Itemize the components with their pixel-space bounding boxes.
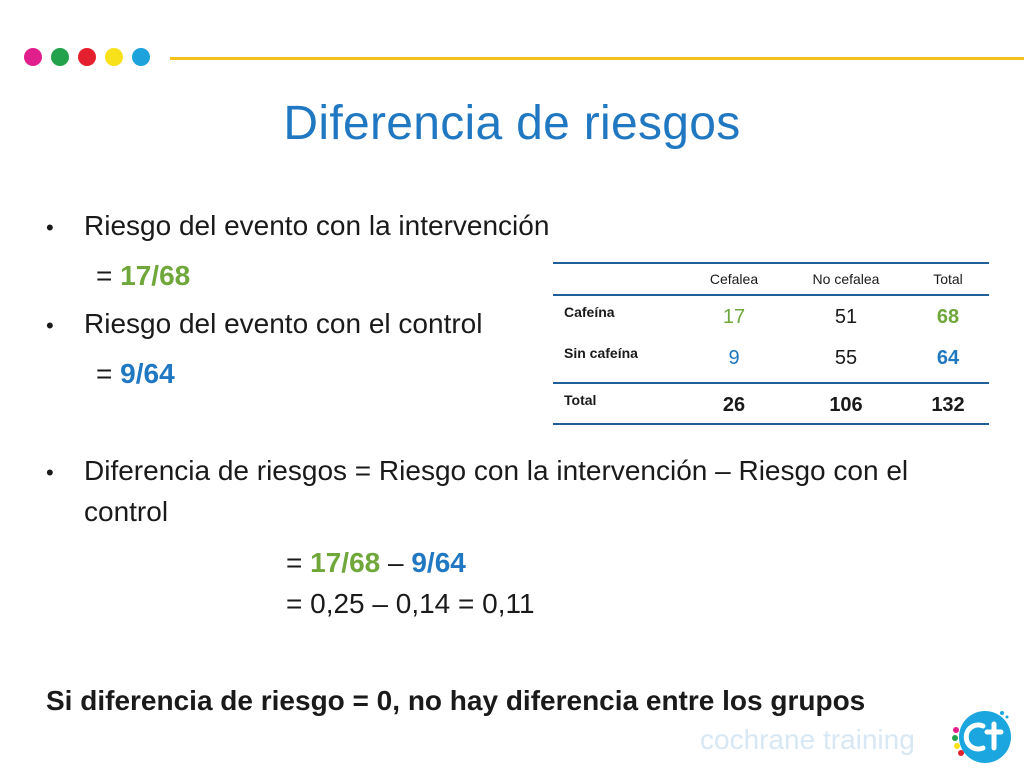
table-row-label-cafeina: Cafeína [564, 304, 615, 320]
dot-magenta [24, 48, 42, 66]
dot-yellow [105, 48, 123, 66]
table-header-cefalea: Cefalea [709, 271, 759, 287]
table-cell-cafeina-cefalea: 17 [722, 306, 746, 328]
table-row-label-sin-cafeina: Sin cafeína [564, 345, 638, 361]
cochrane-training-logo-icon [952, 711, 1011, 763]
table-cell-total-total: 132 [931, 394, 965, 416]
bullet-3-line-2: control [84, 496, 169, 527]
table-cell-cafeina-no-cefalea: 51 [834, 306, 858, 328]
conclusion-text: Si diferencia de riesgo = 0, no hay dife… [46, 685, 866, 716]
bullet-marker: • [46, 460, 54, 485]
table-cell-sin-cafeina-total: 64 [936, 347, 960, 369]
bullet-1-value: = 17/68 [96, 259, 190, 293]
table-cell-sin-cafeina-no-cefalea: 55 [834, 347, 858, 369]
footer-brand-text: cochrane training [700, 724, 915, 755]
table-cell-total-cefalea: 26 [722, 394, 746, 416]
bullet-2-text: Riesgo del evento con el control [84, 308, 483, 339]
bullet-1-value-number: 17/68 [120, 260, 191, 291]
table-top-rule [553, 262, 989, 264]
table-cell-total-no-cefalea: 106 [829, 394, 863, 416]
bullet-2-value-number: 9/64 [120, 358, 175, 389]
table-cell-sin-cafeina-cefalea: 9 [728, 347, 740, 369]
dot-red [78, 48, 96, 66]
table-total-rule [553, 382, 989, 384]
calc-1-prefix: = [286, 547, 311, 578]
calc-1-control: 9/64 [411, 547, 466, 578]
dot-green [51, 48, 69, 66]
bullet-3-line-1: Diferencia de riesgos = Riesgo con la in… [84, 455, 909, 486]
slide-title: Diferencia de riesgos [283, 97, 741, 150]
bullet-2-value: = 9/64 [96, 357, 175, 391]
bullet-marker: • [46, 215, 54, 240]
header-line [170, 57, 1024, 60]
dot-cyan [132, 48, 150, 66]
calculation-line-1: = 17/68 – 9/64 [286, 546, 466, 580]
calc-1-intervention: 17/68 [310, 547, 381, 578]
table-bottom-rule [553, 423, 989, 425]
table-header-rule [553, 294, 989, 296]
bullet-1-value-prefix: = [96, 260, 121, 291]
table-row-label-total: Total [564, 392, 597, 408]
table-header-total: Total [933, 271, 963, 287]
bullet-2-value-prefix: = [96, 358, 121, 389]
calculation-line-2: = 0,25 – 0,14 = 0,11 [286, 588, 535, 619]
bullet-marker: • [46, 313, 54, 338]
calc-1-operator: – [380, 547, 412, 578]
table-header-no-cefalea: No cefalea [812, 271, 880, 287]
table-cell-cafeina-total: 68 [936, 306, 960, 328]
bullet-1-text: Riesgo del evento con la intervención [84, 210, 550, 241]
